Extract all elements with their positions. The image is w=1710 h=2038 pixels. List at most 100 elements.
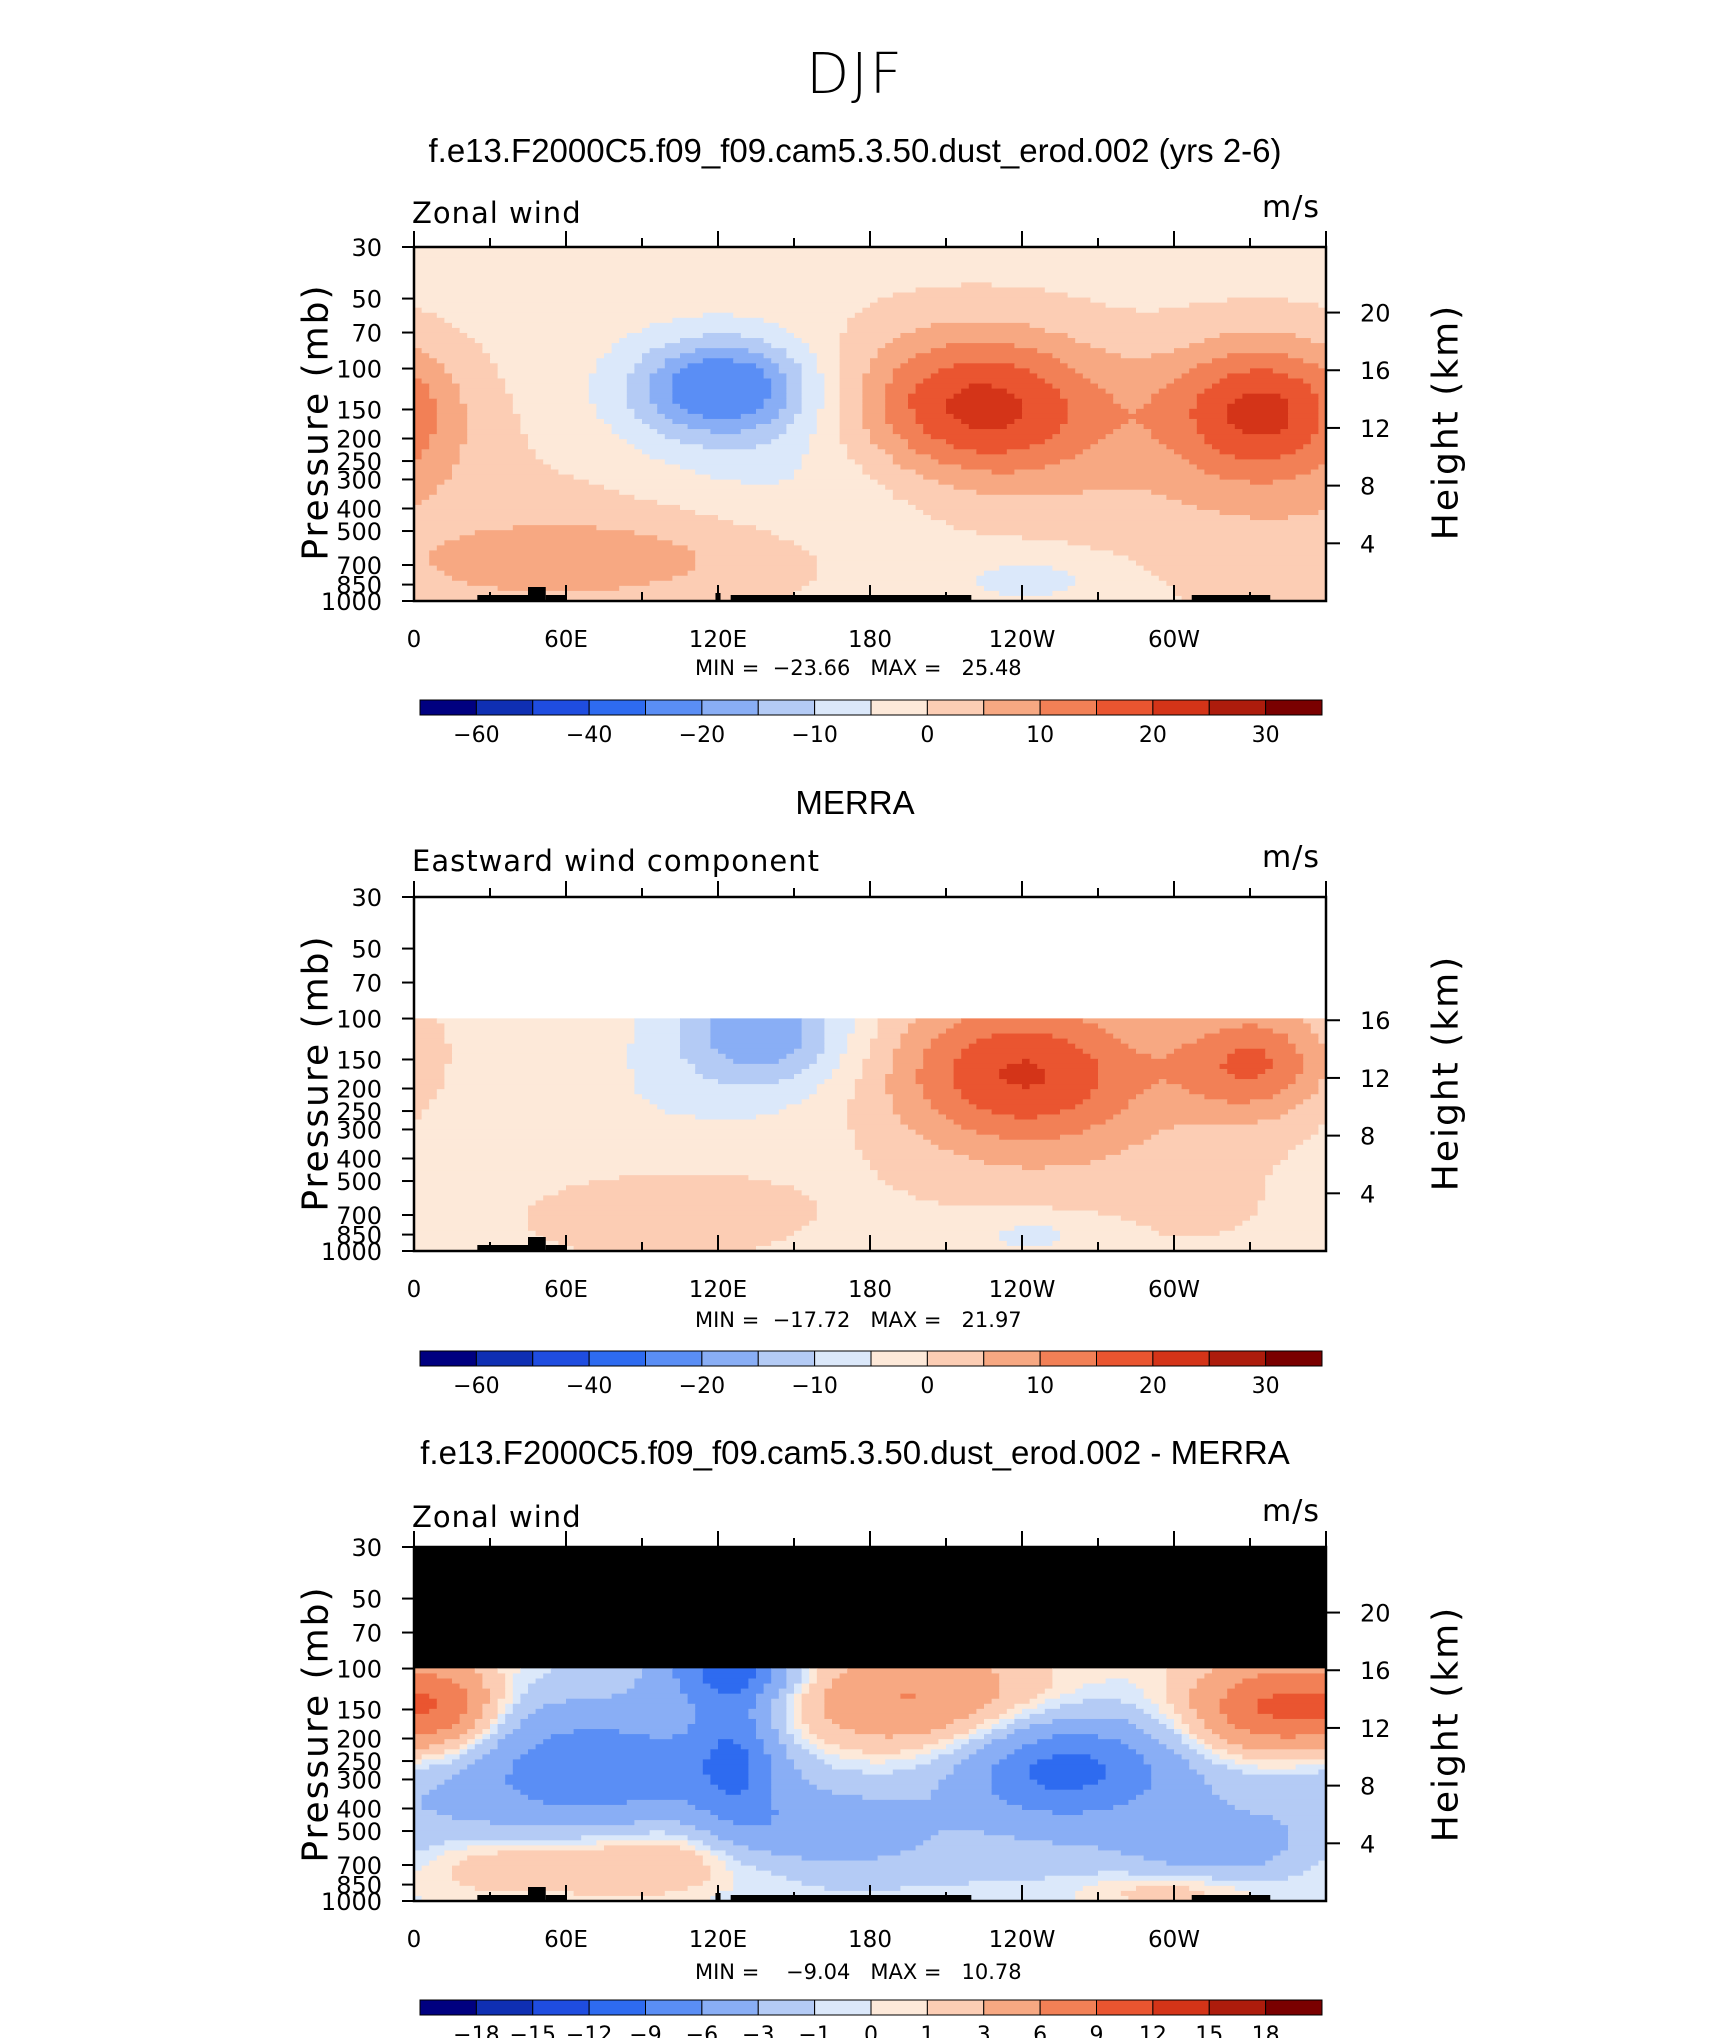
panel-1-field-cell [1288, 424, 1319, 430]
panel-3-field-cell [436, 1673, 483, 1680]
panel-3-field-cell [1189, 1744, 1205, 1750]
panel-2-field-cell [1227, 1058, 1274, 1065]
panel-2-field-cell [710, 1023, 803, 1030]
panel-3-field-cell [1166, 1860, 1266, 1867]
panel-1-field-cell [870, 439, 909, 445]
panel-1-colorbar-swatch [1265, 699, 1323, 716]
panel-1-field-cell [1174, 449, 1221, 455]
panel-3-field-cell [710, 1850, 727, 1857]
panel-3-field-cell [474, 1668, 499, 1675]
panel-1-field-cell [976, 489, 1084, 496]
panel-3-min-max: MIN = −9.04 MAX = 10.78 [695, 1960, 1022, 1984]
panel-3-field-cell [414, 1870, 453, 1877]
panel-1-field-cell [801, 454, 848, 460]
panel-3-field-cell [900, 1850, 1122, 1857]
panel-3-field-cell [1310, 1865, 1327, 1872]
panel-3-y-tick-label: 30 [351, 1534, 382, 1562]
panel-1-field-cell [444, 540, 673, 546]
panel-3-field-cell [505, 1713, 529, 1720]
panel-3-field-cell [512, 1729, 575, 1735]
panel-1-field-cell [1219, 449, 1297, 455]
panel-2-field-cell [1303, 1053, 1327, 1060]
panel-1-y-tick-label: 400 [336, 495, 382, 523]
panel-1-field-cell [923, 378, 1046, 385]
panel-1-field-cell [1219, 378, 1304, 385]
panel-2-field-cell [854, 1084, 886, 1090]
panel-3-field-cell [1158, 1739, 1183, 1745]
panel-1-colorbar-label: 20 [1139, 723, 1167, 748]
panel-1-field-cell [436, 312, 704, 319]
panel-3-field-cell [991, 1764, 1031, 1771]
panel-2-field-cell [824, 1033, 848, 1040]
panel-2-field-cell [892, 1063, 924, 1070]
panel-1-field-cell [414, 403, 438, 410]
panel-3-field-cell [444, 1779, 506, 1786]
panel-2-field-cell [756, 1245, 1327, 1252]
panel-3-field-cell [414, 1724, 453, 1730]
panel-1-field-cell [1288, 418, 1319, 425]
panel-2-field-cell [1120, 1215, 1251, 1222]
panel-2-field-cell [1098, 1023, 1243, 1030]
panel-1-field-cell [991, 383, 1053, 390]
panel-3-field-cell [1166, 1668, 1213, 1675]
panel-1-field-cell [885, 393, 909, 400]
panel-1-field-cell [535, 449, 643, 455]
panel-1-field-cell [1242, 429, 1281, 435]
panel-3-field-cell [801, 1774, 947, 1781]
panel-1-field-cell [756, 363, 780, 369]
panel-1-field-cell [999, 565, 1053, 572]
panel-2-variable-label: Eastward wind component [412, 844, 820, 878]
panel-1-field-cell [596, 413, 635, 420]
panel-1-field-cell [778, 479, 879, 486]
panel-1-field-cell [414, 479, 445, 486]
panel-1-field-cell [763, 353, 787, 359]
panel-2-field-cell [801, 1023, 825, 1030]
panel-3-field-cell [1166, 1688, 1190, 1695]
panel-3-field-cell [778, 1739, 795, 1745]
panel-3-field-cell [543, 1739, 719, 1745]
panel-1-field-cell [1037, 348, 1107, 354]
panel-3-field-cell [1219, 1708, 1259, 1715]
panel-3-field-cell [1128, 1744, 1167, 1750]
panel-3-field-cell [809, 1729, 856, 1735]
panel-2-colorbar-swatch [701, 1350, 759, 1367]
panel-3-field-cell [771, 1779, 810, 1786]
panel-3-field-cell [414, 1880, 461, 1887]
panel-1-field-cell [854, 312, 1327, 319]
panel-2-field-cell [1257, 1205, 1327, 1212]
panel-3-y-tick-label: 200 [336, 1726, 382, 1754]
panel-2-field-cell [778, 1079, 825, 1085]
panel-3-field-cell [1166, 1678, 1198, 1685]
panel-1-field-cell [414, 520, 734, 526]
panel-2-field-cell [414, 1018, 438, 1025]
panel-1-field-cell [1044, 287, 1327, 294]
panel-1-field-cell [414, 494, 430, 501]
panel-2-field-cell [854, 1089, 886, 1095]
panel-1-colorbar-swatch [1208, 699, 1267, 716]
panel-3-field-cell [1151, 1779, 1205, 1786]
panel-2-field-cell [915, 1068, 955, 1075]
panel-2-field-cell [414, 1089, 438, 1095]
panel-2-field-cell [444, 1038, 635, 1045]
panel-3-field-cell [414, 1804, 423, 1811]
panel-1-field-cell [414, 560, 430, 567]
panel-3-topography [1191, 1895, 1271, 1901]
panel-1-colorbar-label: −40 [566, 723, 612, 748]
panel-3-field-cell [748, 1678, 772, 1685]
panel-2-field-cell [414, 1028, 445, 1035]
panel-2-field-cell [1120, 1149, 1289, 1156]
panel-2-field-cell [885, 1084, 924, 1090]
panel-1-field-cell [421, 499, 658, 506]
panel-1-field-cell [786, 424, 818, 430]
panel-2-field-cell [1128, 1104, 1297, 1110]
panel-1-field-cell [452, 464, 552, 471]
panel-3-field-cell [786, 1875, 1046, 1882]
panel-2-field-cell [816, 1205, 1053, 1212]
panel-2-topography [477, 1245, 541, 1251]
panel-2-field-cell [1120, 1109, 1289, 1116]
panel-1-field-cell [1250, 515, 1289, 521]
panel-3-field-cell [718, 1890, 1076, 1897]
panel-1-field-cell [626, 378, 651, 385]
panel-3-field-cell [1128, 1870, 1304, 1877]
panel-2-field-cell [862, 1058, 894, 1065]
